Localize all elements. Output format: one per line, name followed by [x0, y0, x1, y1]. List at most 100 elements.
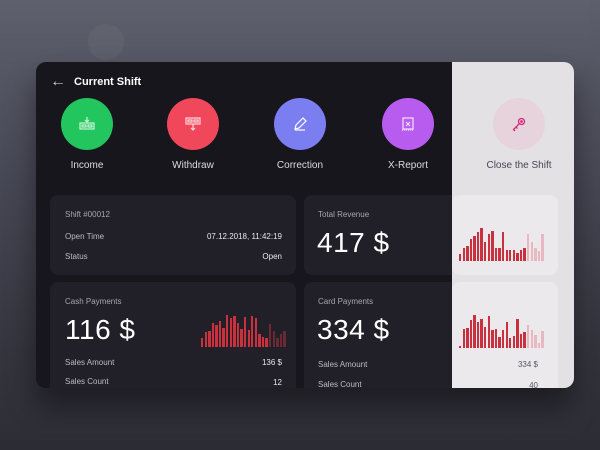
sparkline-bar	[222, 327, 225, 347]
key-icon	[493, 98, 545, 150]
open-time-value: 07.12.2018, 11:42:19	[206, 232, 282, 241]
card-payments-highlight	[452, 282, 558, 388]
sparkline-bar	[530, 329, 533, 348]
sparkline-bar	[534, 247, 537, 261]
sparkline-bar	[254, 318, 258, 347]
app-screen: ← Current Shift Income Withdraw Correcti…	[36, 62, 574, 388]
withdraw-button[interactable]: Withdraw	[148, 98, 238, 171]
cash-amount: 116 $	[65, 314, 136, 345]
sparkline-bar	[512, 336, 516, 348]
shift-card	[50, 195, 296, 275]
sparkline-bar	[283, 331, 286, 347]
cash-sales-count-label: Sales Count	[65, 377, 109, 386]
header: ← Current Shift	[50, 73, 141, 91]
sparkline-bar	[466, 327, 469, 348]
x-report-icon	[382, 98, 434, 150]
page-title: Current Shift	[74, 76, 142, 88]
sparkline-bar	[487, 233, 491, 261]
action-label: Withdraw	[172, 160, 214, 171]
sparkline-bar	[491, 329, 494, 348]
sparkline-bar	[498, 337, 501, 348]
sparkline-bar	[526, 233, 530, 261]
sparkline-bar	[484, 242, 487, 261]
sparkline-bar	[537, 251, 541, 261]
sparkline-bar	[480, 319, 483, 348]
sparkline-bar	[265, 337, 268, 347]
sparkline-bar	[268, 324, 272, 347]
cash-sales-amount-label: Sales Amount	[65, 358, 115, 367]
revenue-title: Total Revenue	[318, 210, 370, 219]
sparkline-bar	[462, 247, 465, 261]
card-sales-count-label: Sales Count	[318, 380, 362, 388]
x-report-button[interactable]: X-Report	[363, 98, 453, 171]
sparkline-bar	[211, 323, 215, 347]
sparkline-bar	[541, 330, 544, 348]
sparkline-bar	[459, 254, 462, 261]
sparkline-bar	[534, 335, 537, 348]
sparkline-bar	[473, 315, 476, 348]
sparkline-bar	[476, 322, 480, 348]
sparkline-bar	[226, 315, 229, 347]
action-label: Close the Shift	[486, 160, 552, 171]
sparkline-bar	[466, 245, 469, 261]
sparkline-bar	[523, 332, 526, 348]
sparkline-bar	[501, 329, 505, 348]
shift-number: Shift #00012	[65, 210, 110, 219]
sparkline-bar	[509, 338, 512, 348]
sparkline-bar	[541, 233, 544, 261]
sparkline-bar	[509, 250, 512, 261]
sparkline-bar	[476, 232, 480, 261]
sparkline-bar	[459, 345, 462, 348]
status-value: Open	[262, 252, 282, 261]
sparkline-bar	[201, 337, 204, 347]
sparkline-bar	[261, 336, 265, 347]
sparkline-bar	[484, 326, 487, 348]
sparkline-bar	[208, 331, 211, 347]
sparkline-bar	[494, 247, 498, 261]
sparkline-bar	[473, 235, 476, 261]
cash-sales-count-value: 12	[273, 378, 282, 387]
sparkline-bar	[236, 323, 240, 347]
sparkline-bar	[494, 328, 498, 348]
arrow-left-icon[interactable]: ←	[50, 73, 66, 90]
cash-title: Cash Payments	[65, 297, 122, 306]
sparkline-bar	[258, 334, 261, 347]
sparkline-bar	[519, 250, 523, 261]
open-time-label: Open Time	[65, 232, 105, 241]
action-label: Correction	[276, 160, 324, 171]
sparkline-bar	[469, 320, 473, 348]
card-payments-amount: 334 $	[317, 314, 390, 345]
close-shift-button[interactable]: Close the Shift	[474, 98, 564, 171]
sparkline-bar	[233, 316, 236, 347]
status-label: Status	[65, 252, 88, 261]
sparkline-bar	[501, 232, 505, 261]
sparkline-bar	[505, 322, 508, 348]
sparkline-bar	[530, 242, 533, 261]
withdraw-icon	[167, 98, 219, 150]
sparkline-bar	[218, 320, 222, 347]
sparkline-bar	[279, 334, 283, 347]
sparkline-bar	[537, 342, 541, 348]
action-label: X-Report	[387, 160, 428, 171]
card-payments-title: Card Payments	[318, 297, 374, 306]
income-icon	[61, 98, 113, 150]
sparkline-bar	[491, 231, 494, 261]
sparkline-bar	[516, 319, 519, 348]
sparkline-bar	[519, 334, 523, 348]
sparkline-bar	[251, 316, 254, 347]
cash-sparkline	[201, 315, 286, 347]
camera-glow	[88, 24, 124, 60]
sparkline-bar	[240, 328, 243, 347]
card-sales-amount-value: 334 $	[517, 360, 538, 369]
card-payments-sparkline	[459, 315, 544, 348]
sparkline-bar	[243, 317, 247, 347]
sparkline-bar	[487, 316, 491, 348]
sparkline-bar	[505, 250, 508, 261]
sparkline-bar	[526, 324, 530, 348]
pencil-icon	[274, 98, 326, 150]
sparkline-bar	[215, 325, 218, 347]
sparkline-bar	[272, 331, 275, 347]
income-button[interactable]: Income	[42, 98, 132, 171]
sparkline-bar	[462, 328, 465, 348]
correction-button[interactable]: Correction	[255, 98, 345, 171]
